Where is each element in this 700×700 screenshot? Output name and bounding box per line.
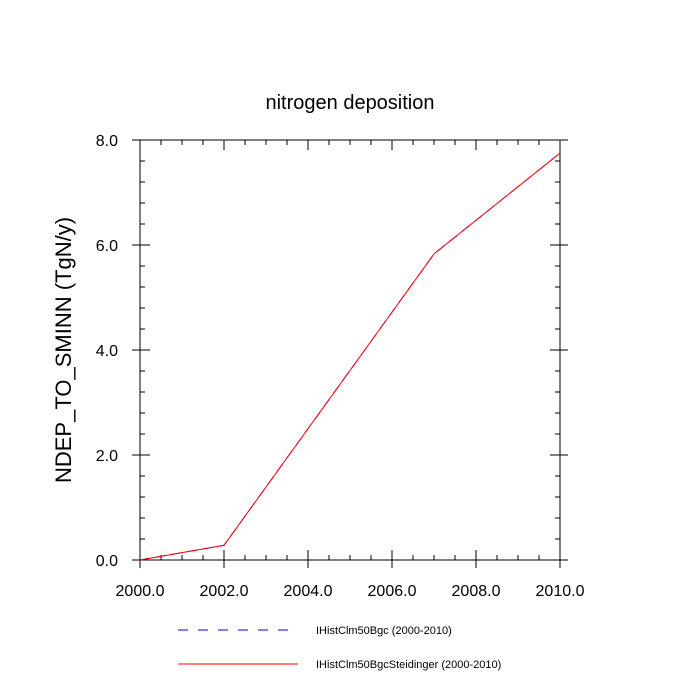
series-line-1 bbox=[139, 152, 561, 561]
series-lines bbox=[139, 152, 561, 561]
x-tick-label: 2010.0 bbox=[536, 583, 585, 600]
y-tick-label: 8.0 bbox=[96, 133, 118, 150]
y-tick-labels: 0.0 2.0 4.0 6.0 8.0 bbox=[96, 133, 118, 570]
x-tick-label: 2002.0 bbox=[200, 583, 249, 600]
legend: IHistClm50Bgc (2000-2010) IHistClm50BgcSt… bbox=[178, 625, 501, 671]
axis-ticks bbox=[132, 139, 568, 568]
x-tick-label: 2008.0 bbox=[452, 583, 501, 600]
y-tick-label: 6.0 bbox=[96, 238, 118, 255]
x-tick-label: 2000.0 bbox=[116, 583, 165, 600]
y-axis-label: NDEP_TO_SMINN (TgN/y) bbox=[51, 217, 76, 483]
x-tick-labels: 2000.0 2002.0 2004.0 2006.0 2008.0 2010.0 bbox=[116, 583, 585, 600]
legend-label-0: IHistClm50Bgc (2000-2010) bbox=[316, 625, 452, 637]
legend-label-1: IHistClm50BgcSteidinger (2000-2010) bbox=[316, 659, 501, 671]
y-tick-label: 2.0 bbox=[96, 448, 118, 465]
x-tick-label: 2004.0 bbox=[284, 583, 333, 600]
chart-title: nitrogen deposition bbox=[265, 92, 434, 114]
series-line-0 bbox=[139, 152, 561, 561]
x-tick-label: 2006.0 bbox=[368, 583, 417, 600]
y-tick-label: 0.0 bbox=[96, 553, 118, 570]
y-tick-label: 4.0 bbox=[96, 343, 118, 360]
